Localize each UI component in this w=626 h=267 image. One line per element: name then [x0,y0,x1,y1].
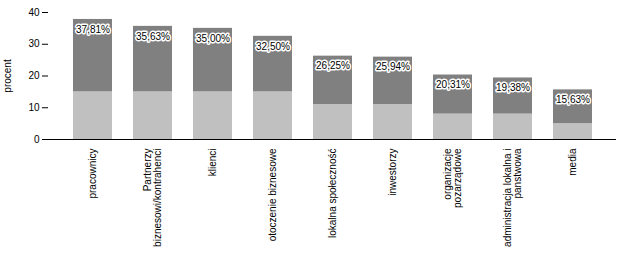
svg-text:35,00%: 35,00% [196,33,230,44]
svg-text:40: 40 [28,7,40,18]
svg-text:otoczenie biznesowe: otoczenie biznesowe [267,148,278,241]
svg-text:15,63%: 15,63% [556,94,590,105]
svg-text:26,25%: 26,25% [316,60,350,71]
svg-text:organizacjepozarządowe: organizacjepozarządowe [442,148,463,208]
svg-text:administracja lokalna ipanstwo: administracja lokalna ipanstwowa [502,148,523,247]
svg-text:pracownicy: pracownicy [87,149,98,199]
svg-text:25,94%: 25,94% [376,61,410,72]
svg-text:0: 0 [34,134,40,145]
svg-text:35,63%: 35,63% [136,31,170,42]
svg-text:32,50%: 32,50% [256,41,290,52]
svg-text:lokalna społeczność: lokalna społeczność [327,149,338,239]
svg-text:Partnerzybiznesowi/kontrahenci: Partnerzybiznesowi/kontrahenci [142,149,163,247]
svg-text:20: 20 [28,70,40,81]
svg-text:media: media [567,148,578,176]
svg-text:klienci: klienci [207,149,218,177]
svg-text:inwestorzy: inwestorzy [387,149,398,196]
svg-text:procent: procent [2,59,13,93]
svg-text:10: 10 [28,102,40,113]
svg-text:20,31%: 20,31% [436,79,470,90]
svg-text:30: 30 [28,38,40,49]
svg-text:37,81%: 37,81% [76,24,110,35]
svg-text:19,38%: 19,38% [496,82,530,93]
